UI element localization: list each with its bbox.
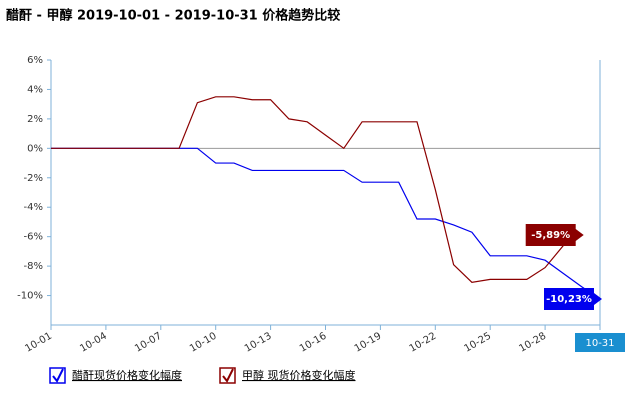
x-tick-label: 10-31 [585,338,614,349]
legend-label: 醋酐现货价格变化幅度 [72,368,182,382]
x-tick-label: 10-13 [243,331,274,355]
series-line [51,147,601,300]
legend-check [222,368,234,383]
value-label-box [544,287,602,310]
legend-item[interactable]: 甲醇 现货价格变化幅度 [219,367,356,384]
x-tick-label: 10-07 [133,331,164,355]
value-label-box [525,224,584,247]
legend-item[interactable]: 醋酐现货价格变化幅度 [49,367,182,384]
value-label: -5,89% [531,230,570,241]
y-tick-label: -4% [24,202,43,213]
x-tick-label: 10-19 [353,331,384,355]
series-line [51,96,582,283]
y-tick-label: -8% [24,261,43,272]
x-tick-label: 10-25 [463,331,494,355]
x-tick-label: 10-22 [408,331,439,355]
x-tick-label: 10-16 [298,331,329,355]
chart-title: 醋酐 - 甲醇 2019-10-01 - 2019-10-31 价格趋势比较 [6,8,340,24]
y-tick-label: -6% [24,232,43,243]
y-tick-label: 6% [27,55,43,66]
y-tick-label: 2% [27,114,43,125]
x-tick-label: 10-01 [23,331,54,355]
y-tick-label: -2% [24,173,43,184]
legend-label: 甲醇 现货价格变化幅度 [242,368,356,382]
x-tick-label: 10-10 [188,331,219,355]
x-tick-label: 10-04 [78,331,109,355]
x-tick-label: 10-28 [517,331,548,355]
x-highlight-box [575,333,625,352]
y-tick-label: 0% [27,143,43,154]
legend-check [52,368,64,383]
y-tick-label: -10% [17,291,43,302]
value-label: -10,23% [546,294,592,305]
y-tick-label: 4% [27,84,43,95]
